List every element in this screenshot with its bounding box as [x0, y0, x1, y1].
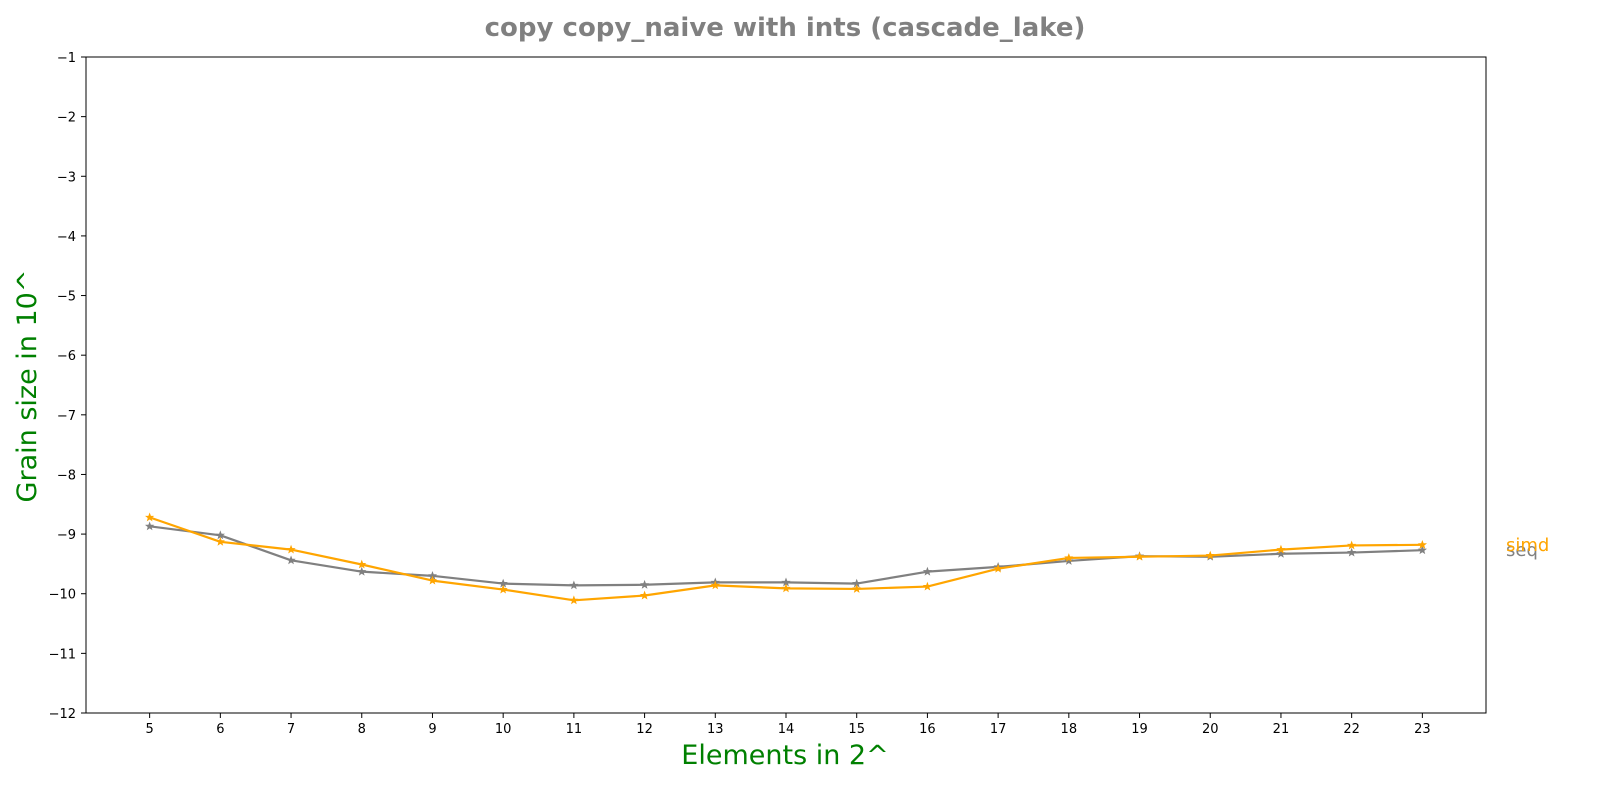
x-tick-label: 14 [778, 722, 795, 737]
series-line-seq [149, 525, 1423, 587]
y-tick-label: −7 [57, 409, 76, 424]
y-tick-label: −5 [57, 290, 76, 305]
data-point-seq [357, 566, 367, 576]
y-tick-label: −8 [57, 468, 76, 483]
data-point-simd [357, 559, 367, 569]
data-point-simd [215, 536, 225, 546]
x-tick-label: 11 [566, 722, 583, 737]
y-tick-label: −11 [49, 647, 76, 662]
x-tick-label: 20 [1202, 722, 1219, 737]
x-tick-label: 10 [495, 722, 512, 737]
series-label-simd: simd [1506, 535, 1549, 556]
data-point-simd [286, 544, 296, 554]
data-point-simd [781, 583, 791, 593]
data-point-seq [215, 530, 225, 540]
data-point-simd [1205, 550, 1215, 560]
data-point-simd [1064, 553, 1074, 562]
y-tick-label: −4 [57, 230, 76, 245]
x-tick-label: 19 [1131, 722, 1148, 737]
data-point-simd [569, 595, 579, 605]
data-point-simd [1417, 539, 1427, 549]
x-tick-label: 17 [990, 722, 1007, 737]
x-tick-label: 8 [358, 722, 366, 737]
series-label-seq: seq [1506, 540, 1538, 561]
y-tick-label: −10 [49, 588, 76, 603]
x-axis-label: Elements in 2^ [681, 740, 888, 771]
data-point-seq [286, 555, 296, 565]
y-tick-label: −6 [57, 349, 76, 364]
x-tick-label: 22 [1343, 722, 1360, 737]
data-point-seq [569, 580, 579, 590]
data-point-seq [639, 579, 650, 589]
x-tick-label: 12 [636, 722, 653, 737]
data-point-seq [1276, 548, 1286, 558]
data-point-simd [1276, 544, 1286, 554]
data-point-simd [498, 584, 508, 594]
x-tick-label: 16 [919, 722, 936, 737]
data-point-seq [1064, 556, 1074, 565]
series-simd [145, 512, 1427, 605]
x-tick-label: 21 [1273, 722, 1290, 737]
data-point-simd [427, 575, 438, 585]
plot-frame [85, 56, 1487, 714]
data-point-simd [922, 581, 933, 591]
x-tick-label: 9 [428, 722, 436, 737]
x-tick-label: 5 [145, 722, 153, 737]
data-point-simd [639, 590, 650, 600]
series-seq [145, 521, 1427, 590]
y-tick-label: −1 [57, 51, 76, 66]
data-point-seq [1347, 547, 1357, 557]
chart-title: copy copy_naive with ints (cascade_lake) [485, 13, 1086, 43]
data-point-seq [922, 566, 933, 576]
data-point-simd [710, 580, 720, 590]
data-point-simd [852, 584, 862, 593]
x-tick-label: 7 [287, 722, 295, 737]
y-tick-label: −2 [57, 111, 76, 126]
data-point-simd [1134, 551, 1145, 561]
data-point-simd [993, 563, 1003, 573]
data-point-simd [145, 512, 155, 522]
data-point-seq [145, 521, 155, 531]
x-tick-label: 13 [707, 722, 724, 737]
data-point-simd [1347, 540, 1357, 550]
x-tick-label: 6 [216, 722, 224, 737]
axis-ticks: 5 6 7 8 9 10 11 12 13 14 15 16 17 18 19 20 21 22 23 −12 −11 −… [49, 51, 1431, 737]
series-layer [145, 512, 1427, 605]
data-point-seq [1417, 545, 1427, 555]
y-tick-label: −3 [57, 170, 76, 185]
x-tick-label: 18 [1061, 722, 1078, 737]
x-tick-label: 15 [848, 722, 865, 737]
y-tick-label: −9 [57, 528, 76, 543]
y-tick-label: −12 [49, 707, 76, 722]
x-tick-label: 23 [1414, 722, 1431, 737]
y-axis-label: Grain size in 10^ [12, 270, 43, 503]
